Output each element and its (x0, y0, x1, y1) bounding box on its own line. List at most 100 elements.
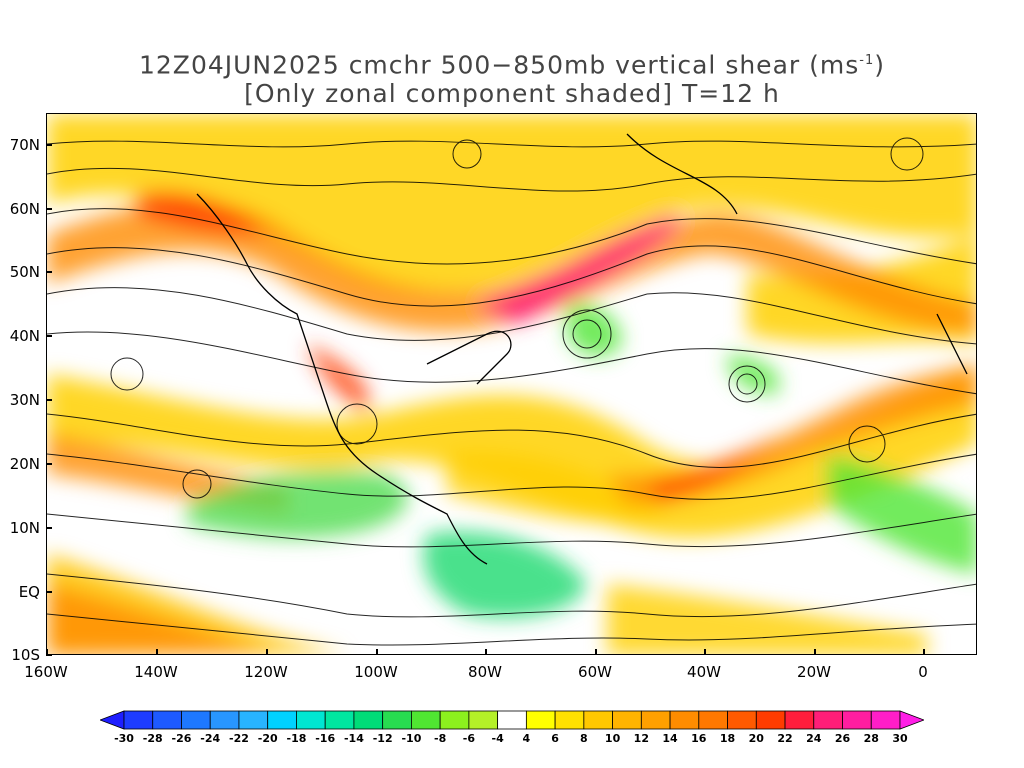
lon-label-80w: 80W (468, 663, 502, 681)
colorbar-box (813, 710, 843, 730)
colorbar-label: -26 (171, 732, 192, 745)
streamlines-sharp (47, 137, 976, 646)
colorbar-box (123, 710, 154, 730)
colorbar-box (784, 710, 815, 730)
lon-label-140w: 140W (134, 663, 178, 681)
colorbar-box (583, 710, 613, 730)
colorbar-label: 12 (633, 732, 649, 745)
colorbar-box (439, 710, 470, 730)
colorbar-label: -22 (229, 732, 249, 745)
colorbar-box (842, 710, 872, 730)
colorbar-label: -12 (372, 732, 393, 745)
lat-tick-mark (46, 335, 52, 337)
colorbar-box (209, 710, 240, 730)
lat-tick-mark (46, 654, 52, 656)
colorbar-label: 24 (806, 732, 822, 745)
colorbar-box (497, 710, 527, 730)
colorbar-label: -8 (434, 732, 447, 745)
colorbar-box (525, 710, 556, 730)
lon-tick-mark (266, 649, 268, 655)
colorbar-label: 10 (604, 732, 621, 745)
lon-tick-mark (923, 649, 925, 655)
colorbar-box (411, 710, 441, 730)
colorbar-label: -10 (401, 732, 422, 745)
colorbar-label: -16 (315, 732, 336, 745)
lon-label-160w: 160W (24, 663, 68, 681)
lat-tick-mark (46, 591, 52, 593)
lat-tick-mark (46, 463, 52, 465)
lon-label-0: 0 (918, 663, 928, 681)
colorbar-label: -6 (462, 732, 475, 745)
lat-label-50n: 50N (9, 263, 40, 281)
colorbar-box (727, 710, 757, 730)
colorbar-right-arrow (899, 710, 924, 730)
lat-tick-mark (46, 208, 52, 210)
lat-tick-mark (46, 527, 52, 529)
colorbar-box (152, 710, 182, 730)
lon-label-100w: 100W (354, 663, 398, 681)
lat-label-30n: 30N (9, 391, 40, 409)
lat-label-20n: 20N (9, 455, 40, 473)
colorbar-box (669, 710, 700, 730)
colorbar-label: 20 (748, 732, 764, 745)
colorbar-label: -30 (114, 732, 134, 745)
colorbar-label: 8 (580, 732, 588, 745)
colorbar-label: 30 (892, 732, 908, 745)
lat-label-70n: 70N (9, 136, 40, 154)
colorbar-left-arrow (100, 710, 125, 730)
lat-tick-mark (46, 144, 52, 146)
lon-tick-mark (156, 649, 158, 655)
coastlines (196, 133, 968, 565)
lat-tick-mark (46, 399, 52, 401)
colorbar-label: -14 (343, 732, 364, 745)
lon-tick-mark (485, 649, 487, 655)
lat-label-eq: EQ (18, 583, 40, 601)
lon-tick-mark (46, 649, 48, 655)
lon-tick-mark (704, 649, 706, 655)
colorbar-box (181, 710, 211, 730)
colorbar-box (353, 710, 384, 730)
colorbar-label: 28 (863, 732, 879, 745)
shear-map (46, 113, 977, 655)
colorbar-box (640, 710, 671, 730)
lon-tick-mark (376, 649, 378, 655)
lon-label-60w: 60W (578, 663, 612, 681)
zonal-shear-shading (47, 114, 976, 654)
colorbar-label: -18 (286, 732, 307, 745)
colorbar-box (554, 710, 585, 730)
colorbar-box (324, 710, 355, 730)
lat-label-60n: 60N (9, 200, 40, 218)
colorbar-box (698, 710, 728, 730)
colorbar-label: 16 (691, 732, 707, 745)
lon-label-40w: 40W (687, 663, 721, 681)
lon-tick-mark (595, 649, 597, 655)
colorbar-label: 18 (719, 732, 736, 745)
colorbar-box (612, 710, 642, 730)
lat-label-40n: 40N (9, 327, 40, 345)
colorbar-box (267, 710, 297, 730)
colorbar-label: 4 (522, 732, 531, 745)
lat-label-10s: 10S (11, 646, 40, 664)
colorbar-label: -4 (491, 732, 504, 745)
colorbar-box (870, 710, 901, 730)
colorbar-label: -20 (257, 732, 278, 745)
colorbar-label: -24 (200, 732, 221, 745)
map-title: 12Z04JUN2025 cmchr 500−850mb vertical sh… (0, 46, 1024, 108)
colorbar-label: 14 (662, 732, 678, 745)
colorbar-box (238, 710, 269, 730)
colorbar-box (755, 710, 786, 730)
title-line-1: 12Z04JUN2025 cmchr 500−850mb vertical sh… (139, 50, 885, 80)
colorbar-box (468, 710, 499, 730)
colorbar (100, 710, 924, 730)
colorbar-label: -28 (142, 732, 163, 745)
colorbar-label: 6 (551, 732, 559, 745)
colorbar-box (382, 710, 412, 730)
colorbar-box (296, 710, 326, 730)
lon-tick-mark (814, 649, 816, 655)
lon-label-120w: 120W (244, 663, 288, 681)
title-line-2: [Only zonal component shaded] T=12 h (244, 79, 780, 109)
lat-tick-mark (46, 271, 52, 273)
colorbar-label: 26 (834, 732, 851, 745)
colorbar-label: 22 (777, 732, 793, 745)
lon-label-20w: 20W (797, 663, 831, 681)
